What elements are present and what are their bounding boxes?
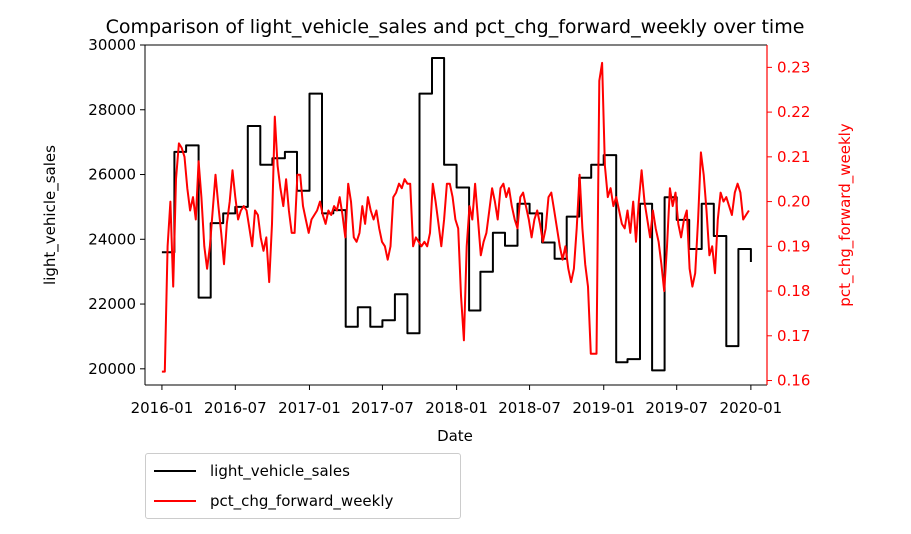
plot-area: 2016-01 2016-07 2017-01 2017-07 2018-01 2018-… [88,36,810,417]
y-right-tick-label: 0.16 [777,372,810,390]
series-line-light-vehicle-sales [161,57,752,372]
legend: light_vehicle_sales pct_chg_forward_week… [145,453,461,519]
y-left-tick-label: 24000 [88,230,136,248]
y-right-tick-label: 0.22 [777,103,810,121]
x-tick-label: 2019-07 [645,399,708,417]
x-tick-label: 2019-01 [572,399,635,417]
y-left-tick-label: 30000 [88,36,136,54]
x-tick-label: 2016-01 [131,399,194,417]
x-tick-label: 2020-01 [720,399,783,417]
y-right-tick-label: 0.23 [777,58,810,76]
y-right-tick-label: 0.17 [777,327,810,345]
x-axis-label: Date [437,427,473,445]
y-left-tick-label: 26000 [88,166,136,184]
series-line-pct-chg-forward-weekly [161,61,750,373]
y-right-tick-label: 0.19 [777,237,810,255]
chart-title: Comparison of light_vehicle_sales and pc… [106,16,805,38]
legend-item-pct-chg-forward-weekly: pct_chg_forward_weekly [154,488,393,514]
y-left-tick-label: 20000 [88,360,136,378]
x-tick-label: 2017-07 [351,399,414,417]
y-left-tick-label: 28000 [88,101,136,119]
legend-label: light_vehicle_sales [210,462,350,480]
y-axis-right-label: pct_chg_forward_weekly [836,123,855,307]
y-left-tick-label: 22000 [88,295,136,313]
x-tick-label: 2018-07 [498,399,561,417]
x-tick-label: 2018-01 [425,399,488,417]
y-axis-left-label: light_vehicle_sales [41,145,60,285]
legend-swatch-red [154,500,196,502]
legend-swatch-black [154,470,196,472]
x-tick-label: 2017-01 [278,399,341,417]
y-right-tick-label: 0.20 [777,193,810,211]
legend-item-light-vehicle-sales: light_vehicle_sales [154,458,350,484]
legend-label: pct_chg_forward_weekly [210,492,394,510]
y-right-tick-label: 0.21 [777,148,810,166]
x-tick-label: 2016-07 [204,399,267,417]
y-right-tick-label: 0.18 [777,282,810,300]
